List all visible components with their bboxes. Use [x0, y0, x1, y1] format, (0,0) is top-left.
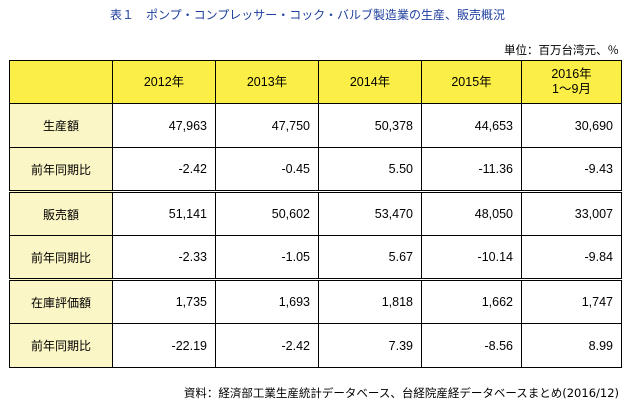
table-cell: 47,750 — [215, 103, 319, 148]
header-corner — [9, 60, 113, 104]
table-cell: 48,050 — [421, 190, 522, 236]
unit-note: 単位：百万台湾元、％ — [504, 43, 619, 57]
statistics-table: 2012年 2013年 2014年 2015年 2016年 1～9月 生産額 4… — [9, 60, 622, 368]
table-cell: -22.19 — [112, 323, 216, 368]
table-cell: -9.43 — [521, 147, 622, 192]
source-note: 資料：経済部工業生産統計データベース、台経院産経データベースまとめ(2016/1… — [183, 386, 619, 400]
table-cell: -2.42 — [215, 323, 319, 368]
table-cell: 1,735 — [112, 278, 216, 324]
row-label: 生産額 — [9, 103, 113, 148]
table-cell: -11.36 — [421, 147, 522, 192]
header-year-2014: 2014年 — [318, 60, 422, 104]
table-cell: -2.33 — [112, 235, 216, 280]
row-label: 前年同期比 — [9, 323, 113, 368]
table-cell: -2.42 — [112, 147, 216, 192]
table-cell: 33,007 — [521, 190, 622, 236]
table-cell: 1,818 — [318, 278, 422, 324]
table-row-production-yoy: 前年同期比 -2.42 -0.45 5.50 -11.36 -9.43 — [9, 147, 622, 192]
table-row-sales-yoy: 前年同期比 -2.33 -1.05 5.67 -10.14 -9.84 — [9, 235, 622, 280]
table-cell: 44,653 — [421, 103, 522, 148]
header-year-2012: 2012年 — [112, 60, 216, 104]
table-cell: 1,693 — [215, 278, 319, 324]
row-label: 在庫評価額 — [9, 278, 113, 324]
row-label: 前年同期比 — [9, 235, 113, 280]
table-cell: 5.50 — [318, 147, 422, 192]
table-cell: -1.05 — [215, 235, 319, 280]
table-cell: 8.99 — [521, 323, 622, 368]
table-cell: -8.56 — [421, 323, 522, 368]
header-row: 2012年 2013年 2014年 2015年 2016年 1～9月 — [9, 60, 622, 104]
header-year-2015: 2015年 — [421, 60, 522, 104]
table-cell: 7.39 — [318, 323, 422, 368]
row-label: 販売額 — [9, 190, 113, 236]
table-cell: 47,963 — [112, 103, 216, 148]
table-cell: 1,662 — [421, 278, 522, 324]
table-row-sales: 販売額 51,141 50,602 53,470 48,050 33,007 — [9, 190, 622, 236]
table-cell: 50,602 — [215, 190, 319, 236]
table-cell: 30,690 — [521, 103, 622, 148]
table-cell: 1,747 — [521, 278, 622, 324]
table-cell: -9.84 — [521, 235, 622, 280]
row-label: 前年同期比 — [9, 147, 113, 192]
table-row-inventory: 在庫評価額 1,735 1,693 1,818 1,662 1,747 — [9, 278, 622, 324]
table-cell: 5.67 — [318, 235, 422, 280]
header-year-2013: 2013年 — [215, 60, 319, 104]
header-year-2016-line2: 1～9月 — [552, 82, 591, 96]
table-cell: 51,141 — [112, 190, 216, 236]
header-year-2016-line1: 2016年 — [551, 67, 592, 81]
table-cell: -0.45 — [215, 147, 319, 192]
table-cell: -10.14 — [421, 235, 522, 280]
table-row-production: 生産額 47,963 47,750 50,378 44,653 30,690 — [9, 103, 622, 148]
table-cell: 53,470 — [318, 190, 422, 236]
table-cell: 50,378 — [318, 103, 422, 148]
header-year-2016: 2016年 1～9月 — [521, 60, 622, 104]
table-title: 表１ ポンプ・コンプレッサー・コック・バルブ製造業の生産、販売概況 — [110, 8, 506, 22]
table-row-inventory-yoy: 前年同期比 -22.19 -2.42 7.39 -8.56 8.99 — [9, 323, 622, 368]
